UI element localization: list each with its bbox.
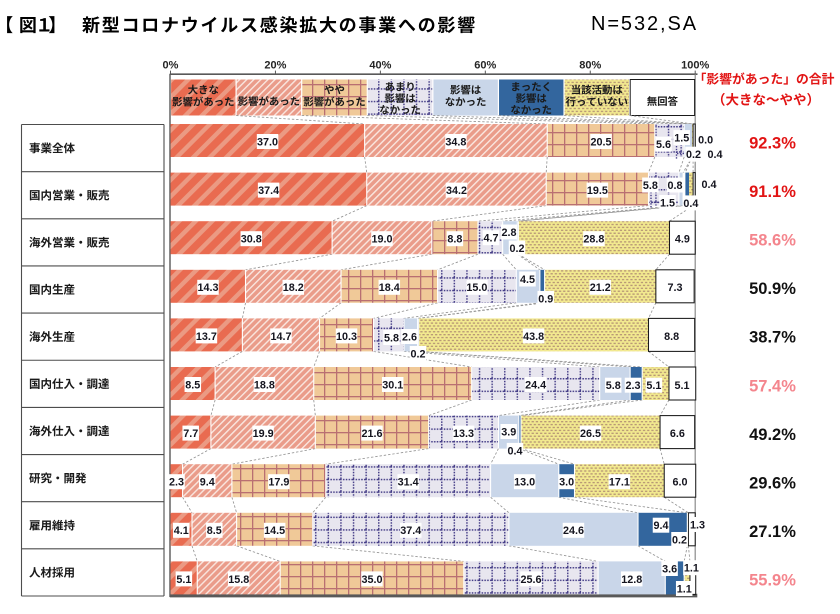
svg-text:1.3: 1.3	[690, 519, 705, 531]
svg-text:0.9: 0.9	[538, 293, 553, 305]
svg-text:0.4: 0.4	[683, 198, 698, 210]
svg-text:8.8: 8.8	[664, 331, 679, 343]
svg-text:20.5: 20.5	[591, 136, 612, 148]
svg-text:5.8: 5.8	[606, 380, 621, 392]
svg-text:80%: 80%	[579, 60, 601, 72]
svg-text:1.1: 1.1	[677, 583, 692, 595]
svg-text:1.5: 1.5	[674, 133, 689, 145]
svg-text:49.2%: 49.2%	[749, 426, 796, 444]
svg-text:5.1: 5.1	[176, 574, 191, 586]
svg-text:17.1: 17.1	[609, 477, 630, 489]
svg-text:37.4: 37.4	[258, 185, 279, 197]
svg-text:40%: 40%	[369, 60, 391, 72]
svg-text:30.1: 30.1	[382, 379, 403, 391]
svg-text:0.4: 0.4	[701, 179, 716, 191]
svg-text:2.3: 2.3	[169, 477, 184, 489]
svg-text:8.8: 8.8	[447, 234, 462, 246]
svg-text:18.8: 18.8	[254, 379, 275, 391]
svg-text:28.8: 28.8	[583, 234, 604, 246]
svg-text:34.2: 34.2	[446, 185, 467, 197]
svg-text:50.9%: 50.9%	[749, 280, 796, 298]
svg-text:0.0: 0.0	[698, 135, 713, 147]
svg-text:15.0: 15.0	[466, 282, 487, 294]
svg-text:8.5: 8.5	[185, 379, 200, 391]
svg-text:10.3: 10.3	[336, 331, 357, 343]
svg-text:24.6: 24.6	[563, 525, 584, 537]
svg-text:17.9: 17.9	[268, 477, 289, 489]
svg-text:3.9: 3.9	[501, 426, 516, 438]
svg-text:29.6%: 29.6%	[749, 475, 796, 493]
svg-text:91.1%: 91.1%	[749, 183, 796, 201]
svg-text:92.3%: 92.3%	[749, 134, 796, 152]
svg-text:13.7: 13.7	[196, 331, 217, 343]
svg-text:7.3: 7.3	[667, 282, 682, 294]
svg-text:9.4: 9.4	[200, 477, 215, 489]
svg-text:37.4: 37.4	[400, 525, 421, 537]
svg-text:5.1: 5.1	[646, 380, 661, 392]
svg-text:14.7: 14.7	[270, 331, 291, 343]
svg-text:5.6: 5.6	[656, 139, 671, 151]
svg-text:30.8: 30.8	[241, 234, 262, 246]
svg-text:1.5: 1.5	[660, 197, 675, 209]
svg-text:4.5: 4.5	[520, 274, 535, 286]
svg-text:0.2: 0.2	[410, 348, 425, 360]
svg-text:12.8: 12.8	[621, 574, 642, 586]
svg-text:34.8: 34.8	[445, 136, 466, 148]
svg-text:N=532,SA: N=532,SA	[591, 13, 698, 35]
svg-text:8.5: 8.5	[207, 525, 222, 537]
svg-text:57.4%: 57.4%	[749, 377, 796, 395]
svg-text:21.2: 21.2	[590, 282, 611, 294]
svg-text:24.4: 24.4	[525, 379, 546, 391]
svg-text:6.6: 6.6	[670, 428, 685, 440]
svg-text:5.1: 5.1	[674, 380, 689, 392]
svg-text:1.1: 1.1	[684, 563, 699, 575]
svg-text:15.8: 15.8	[228, 574, 249, 586]
svg-text:0.2: 0.2	[509, 243, 524, 255]
svg-text:37.0: 37.0	[257, 136, 278, 148]
svg-text:9.4: 9.4	[653, 520, 668, 532]
svg-text:0.2: 0.2	[686, 149, 701, 161]
svg-text:6.0: 6.0	[672, 477, 687, 489]
svg-text:19.0: 19.0	[371, 234, 392, 246]
svg-text:27.1%: 27.1%	[749, 523, 796, 541]
svg-text:2.6: 2.6	[402, 331, 417, 343]
svg-text:19.9: 19.9	[253, 428, 274, 440]
svg-text:14.3: 14.3	[198, 282, 219, 294]
svg-text:43.8: 43.8	[523, 331, 544, 343]
svg-text:7.7: 7.7	[183, 428, 198, 440]
svg-text:13.0: 13.0	[514, 477, 535, 489]
svg-text:0.2: 0.2	[672, 534, 687, 546]
svg-text:0%: 0%	[163, 60, 179, 72]
svg-text:60%: 60%	[474, 60, 496, 72]
svg-text:38.7%: 38.7%	[749, 329, 796, 347]
svg-text:35.0: 35.0	[361, 574, 382, 586]
svg-text:100%: 100%	[681, 60, 709, 72]
svg-text:0.4: 0.4	[507, 445, 522, 457]
svg-text:2.8: 2.8	[501, 227, 516, 239]
svg-text:5.8: 5.8	[384, 332, 399, 344]
svg-text:13.3: 13.3	[453, 428, 474, 440]
svg-text:0.4: 0.4	[707, 149, 722, 161]
svg-text:26.5: 26.5	[580, 428, 601, 440]
svg-text:3.6: 3.6	[662, 563, 677, 575]
svg-text:25.6: 25.6	[520, 574, 541, 586]
svg-text:20%: 20%	[264, 60, 286, 72]
svg-text:4.7: 4.7	[483, 233, 498, 245]
svg-text:2.3: 2.3	[625, 380, 640, 392]
svg-text:19.5: 19.5	[587, 185, 608, 197]
svg-text:4.9: 4.9	[675, 234, 690, 246]
svg-text:55.9%: 55.9%	[749, 572, 796, 590]
svg-text:14.5: 14.5	[264, 525, 285, 537]
svg-text:5.8: 5.8	[643, 180, 658, 192]
svg-text:0.8: 0.8	[667, 180, 682, 192]
svg-text:18.4: 18.4	[379, 282, 400, 294]
svg-text:58.6%: 58.6%	[749, 232, 796, 250]
svg-text:18.2: 18.2	[283, 282, 304, 294]
svg-text:31.4: 31.4	[398, 477, 419, 489]
svg-text:3.0: 3.0	[559, 477, 574, 489]
svg-text:21.6: 21.6	[361, 428, 382, 440]
svg-text:4.1: 4.1	[174, 525, 189, 537]
